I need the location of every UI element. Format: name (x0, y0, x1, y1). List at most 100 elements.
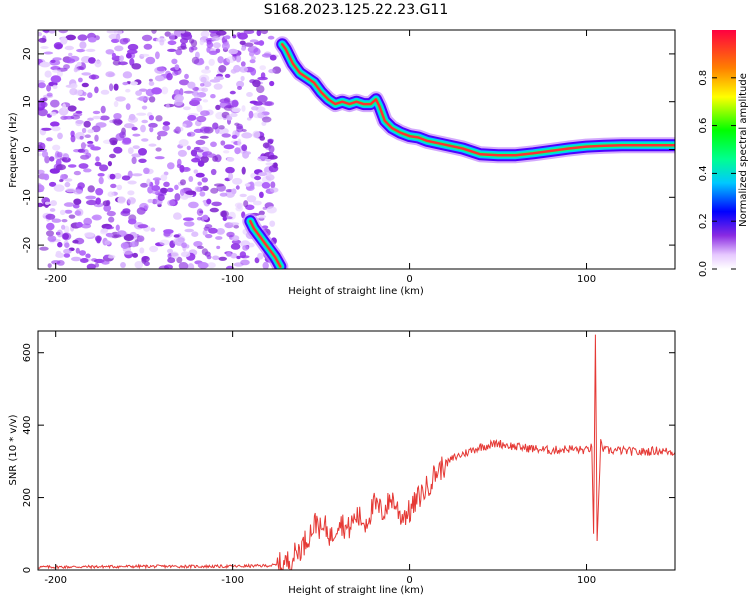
snr-panel: -200 -100 0 100 0 200 400 600 Height of straigh… (8, 330, 676, 596)
noise-speckle (76, 66, 84, 70)
noise-speckle (49, 208, 56, 212)
noise-speckle (229, 90, 236, 95)
noise-speckle (241, 105, 246, 112)
spectrogram-y-tick-label: 20 (22, 48, 33, 61)
colorbar-tick-label: 0.6 (698, 118, 709, 134)
noise-speckle (98, 176, 104, 185)
noise-speckle (258, 156, 269, 160)
noise-speckle (80, 258, 89, 263)
snr-x-tick-label: 100 (577, 575, 596, 586)
noise-speckle (83, 120, 91, 128)
snr-y-tick-label: 400 (22, 416, 33, 435)
noise-speckle (104, 254, 109, 259)
noise-speckle (213, 76, 225, 81)
noise-speckle (132, 173, 143, 177)
colorbar-tick-label: 0.4 (698, 165, 709, 181)
noise-speckle (61, 232, 72, 241)
noise-speckle (196, 104, 203, 113)
noise-speckle (45, 201, 50, 205)
noise-speckle (81, 82, 89, 88)
noise-speckle (127, 190, 135, 196)
noise-speckle (103, 204, 112, 212)
noise-speckle (257, 252, 264, 260)
noise-speckle (252, 79, 261, 88)
noise-speckle (187, 114, 197, 121)
noise-speckle (179, 165, 185, 173)
noise-speckle (267, 138, 274, 143)
noise-speckle (85, 253, 91, 259)
noise-speckle (219, 192, 228, 197)
noise-speckle (43, 51, 54, 55)
noise-speckle (201, 69, 211, 74)
noise-speckle (113, 146, 123, 154)
noise-speckle (77, 34, 88, 41)
noise-speckle (233, 224, 239, 229)
noise-speckle (152, 177, 162, 181)
noise-speckle (79, 41, 87, 49)
noise-speckle (74, 210, 82, 216)
noise-speckle (174, 64, 180, 71)
noise-speckle (59, 209, 66, 216)
noise-speckle (202, 214, 209, 220)
noise-speckle (64, 45, 75, 51)
noise-speckle (123, 234, 134, 241)
noise-speckle (257, 112, 265, 119)
noise-speckle (235, 205, 243, 212)
noise-speckle (218, 125, 225, 130)
noise-speckle (210, 168, 217, 176)
noise-speckle (257, 76, 268, 81)
noise-speckle (108, 33, 118, 40)
noise-speckle (127, 197, 136, 205)
noise-speckle (94, 86, 99, 94)
noise-speckle (204, 65, 210, 71)
noise-speckle (52, 57, 62, 61)
noise-speckle (193, 241, 203, 247)
noise-speckle (43, 173, 50, 181)
noise-speckle (113, 83, 119, 91)
noise-speckle (252, 130, 261, 139)
noise-speckle (79, 135, 84, 140)
noise-speckle (173, 234, 180, 238)
noise-speckle (254, 181, 264, 187)
noise-speckle (206, 41, 214, 49)
noise-speckle (116, 184, 123, 191)
noise-speckle (211, 36, 220, 42)
noise-speckle (105, 71, 115, 78)
noise-speckle (122, 208, 131, 214)
noise-speckle (84, 134, 91, 138)
noise-speckle (87, 117, 94, 121)
noise-speckle (158, 265, 170, 269)
noise-speckle (129, 58, 135, 66)
noise-speckle (258, 40, 265, 46)
noise-speckle (218, 65, 227, 73)
noise-speckle (208, 58, 215, 66)
noise-speckle (209, 207, 219, 213)
noise-speckle (86, 263, 96, 269)
noise-speckle (113, 100, 119, 108)
noise-speckle (159, 239, 170, 246)
noise-speckle (173, 237, 184, 246)
noise-speckle (44, 155, 50, 164)
noise-speckle (94, 60, 102, 68)
noise-speckle (73, 203, 80, 209)
noise-speckle (236, 255, 241, 260)
noise-speckle (199, 126, 210, 134)
noise-speckle (261, 53, 272, 58)
noise-speckle (95, 122, 107, 128)
noise-speckle (82, 91, 87, 96)
noise-speckle (78, 163, 89, 169)
noise-speckle (50, 121, 60, 127)
noise-speckle (191, 231, 199, 237)
noise-speckle (49, 156, 55, 162)
noise-speckle (264, 101, 275, 107)
noise-speckle (105, 226, 114, 230)
noise-speckle (180, 30, 186, 34)
noise-speckle (233, 64, 241, 73)
noise-speckle (134, 261, 144, 269)
noise-speckle (237, 32, 248, 40)
noise-speckle (259, 191, 264, 198)
noise-speckle (239, 40, 246, 45)
snr-y-tick-label: 600 (22, 343, 33, 362)
noise-speckle (125, 103, 131, 110)
